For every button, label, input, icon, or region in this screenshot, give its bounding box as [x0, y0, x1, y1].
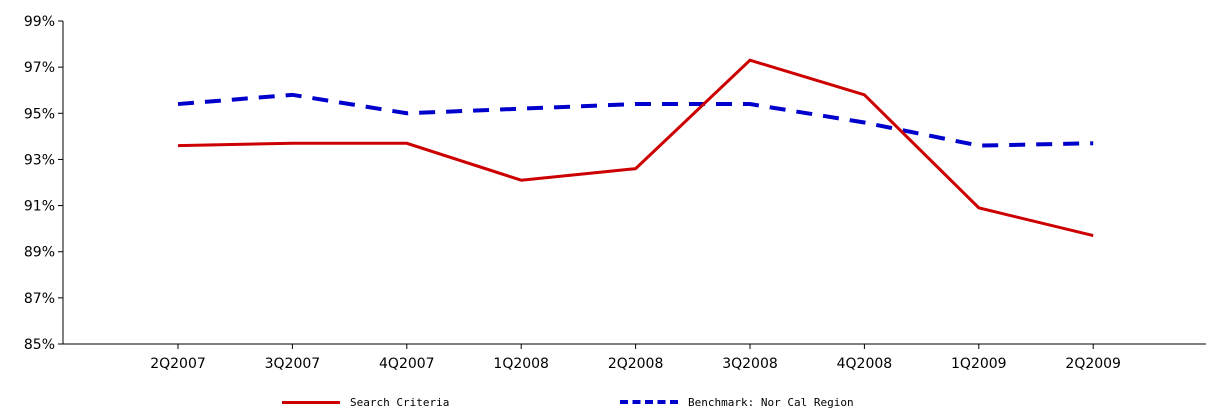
x-tick-label: 2Q2009	[1065, 356, 1121, 372]
legend-label-benchmark: Benchmark: Nor Cal Region	[688, 395, 854, 409]
legend-item-benchmark: Benchmark: Nor Cal Region	[620, 393, 854, 411]
x-tick-label: 1Q2009	[951, 356, 1007, 372]
y-tick-label: 91%	[24, 199, 55, 215]
y-tick-label: 89%	[24, 245, 55, 261]
y-tick-label: 85%	[24, 337, 55, 353]
x-tick-label: 4Q2008	[837, 356, 893, 372]
x-tick-label: 3Q2007	[265, 356, 321, 372]
y-tick-label: 93%	[24, 152, 55, 168]
legend-item-search-criteria: Search Criteria	[282, 393, 449, 411]
y-tick-label: 87%	[24, 291, 55, 307]
legend: Search Criteria Benchmark: Nor Cal Regio…	[0, 393, 1206, 411]
legend-swatch-benchmark	[620, 400, 678, 404]
y-tick-label: 99%	[24, 14, 55, 30]
x-tick-label: 2Q2008	[608, 356, 664, 372]
x-tick-label: 3Q2008	[722, 356, 778, 372]
legend-label-search-criteria: Search Criteria	[350, 395, 450, 409]
series-line-search-criteria	[177, 58, 1094, 238]
y-axis-ticks: 99% 97% 95% 93% 91% 89% 87% 85%	[24, 14, 63, 353]
x-tick-label: 2Q2007	[150, 356, 206, 372]
x-axis-ticks: 2Q2007 3Q2007 4Q2007 1Q2008 2Q2008 3Q2008 4Q20…	[150, 344, 1121, 372]
series-line-benchmark	[177, 92, 1094, 148]
x-tick-label: 4Q2007	[379, 356, 435, 372]
x-tick-label: 1Q2008	[493, 356, 549, 372]
series-layer	[177, 58, 1094, 238]
legend-swatch-search-criteria	[282, 400, 340, 404]
y-tick-label: 95%	[24, 106, 55, 122]
y-tick-label: 97%	[24, 60, 55, 76]
